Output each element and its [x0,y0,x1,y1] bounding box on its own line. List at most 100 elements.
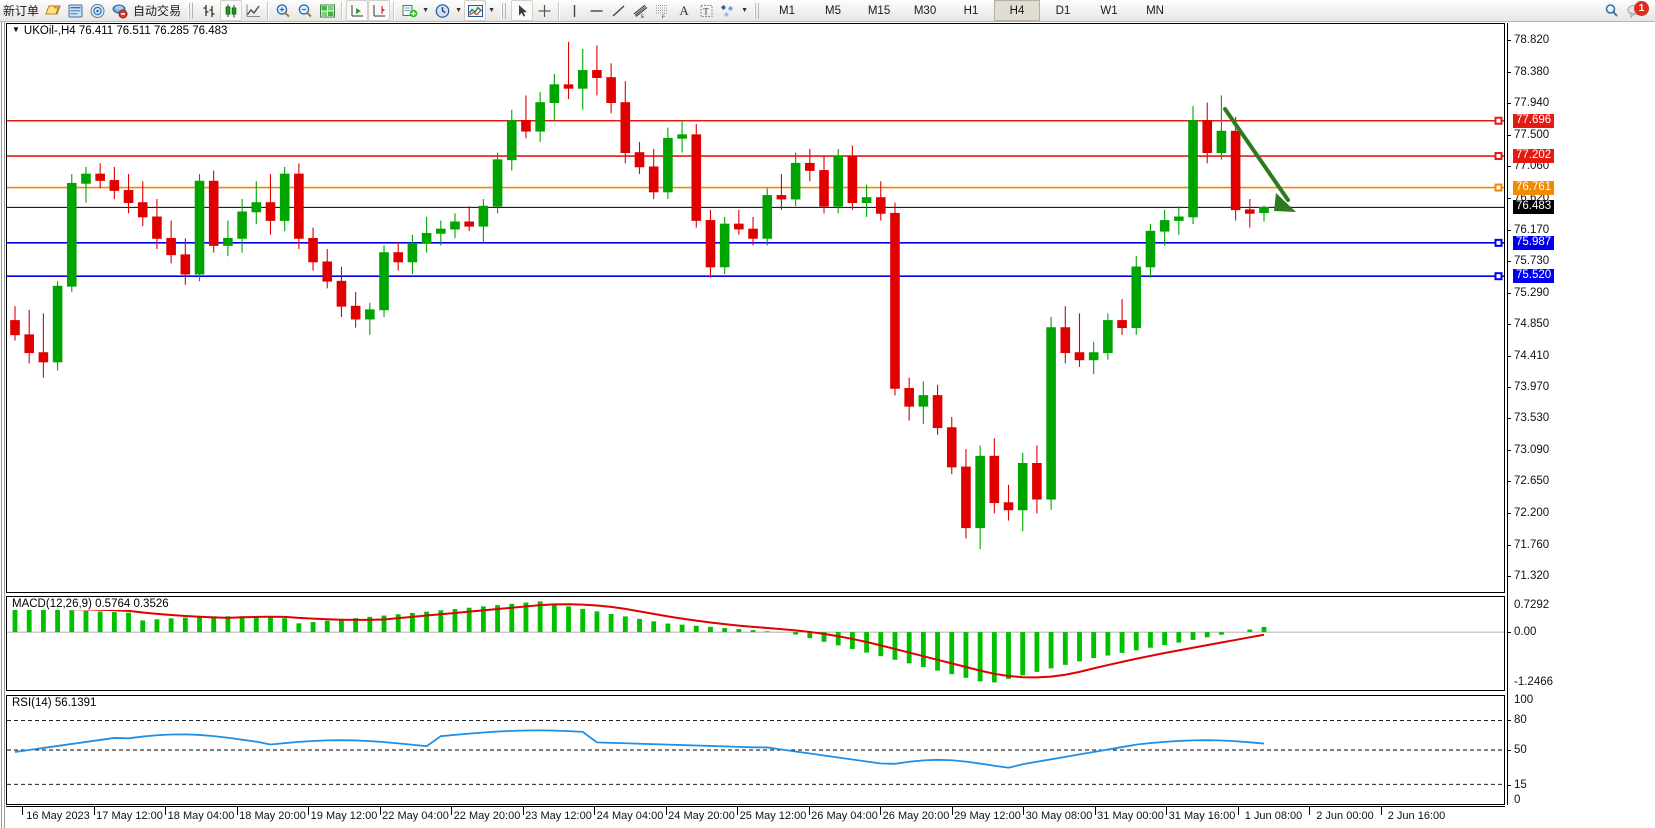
macd-axis-label: 0.7292 [1514,599,1550,611]
price-axis-label: 73.090 [1514,443,1550,456]
toolbar-grip-1[interactable] [188,2,195,19]
text-icon[interactable]: A [679,2,689,18]
trendline-icon[interactable] [607,0,629,21]
folder-icon[interactable] [42,0,64,21]
price-tick [1507,229,1511,231]
templates-dropdown-caret[interactable]: ▼ [488,7,495,14]
candlestick-chart-icon[interactable] [220,0,243,21]
time-axis-label: 1 Jun 08:00 [1244,810,1303,822]
toolbar-grip-2[interactable] [501,2,508,19]
fibonacci-icon[interactable]: F [651,0,673,21]
line-chart-icon[interactable] [242,0,264,21]
time-axis-label: 29 May 12:00 [954,810,1021,822]
price-axis-label: 77.060 [1514,160,1550,173]
time-axis-label: 31 May 00:00 [1097,810,1164,822]
time-axis-label: 26 May 04:00 [811,810,878,822]
time-axis-label: 24 May 04:00 [596,810,664,822]
price-tag-last-price[interactable]: 76.483 [1513,200,1555,215]
price-tag-resistance[interactable]: 77.202 [1513,149,1555,164]
chart-shift-icon[interactable] [368,0,391,21]
notifications-icon[interactable]: 1 [1623,1,1649,20]
equidistant-channel-icon[interactable]: E [629,0,651,21]
indicators-dropdown-caret[interactable]: ▼ [422,7,429,14]
zoom-out-icon[interactable] [294,0,316,21]
new-order-label: 新订单 [3,4,40,18]
data-window-icon[interactable] [64,0,86,21]
macd-pane[interactable]: MACD(12,26,9) 0.5764 0.3526 [6,596,1505,691]
price-tag-pivot[interactable]: 76.761 [1513,180,1555,195]
cursor-icon[interactable] [511,0,534,21]
time-tick [1094,807,1096,815]
autotrading-button[interactable]: 自动交易 [130,1,184,21]
macd-chart-svg [7,601,1504,683]
toolbar-grip-3[interactable] [754,2,761,19]
timeframe-h1[interactable]: H1 [963,4,979,17]
new-order-button[interactable]: 新订单 [0,1,42,21]
bar-chart-icon[interactable] [198,0,220,21]
collapse-triangle-icon[interactable]: ▼ [12,25,20,34]
shapes-icon[interactable] [717,0,739,21]
timeframe-m1[interactable]: M1 [779,4,796,17]
text-label-icon[interactable]: T [695,0,717,21]
price-axis-label: 72.650 [1514,475,1550,488]
price-tag-resistance[interactable]: 77.696 [1513,113,1555,128]
price-tag-support[interactable]: 75.987 [1513,235,1555,250]
price-tag-support[interactable]: 75.520 [1513,269,1555,284]
price-axis-label: 74.850 [1514,318,1550,331]
toolbar-separator-1 [267,1,270,20]
timeframe-m5[interactable]: M5 [825,4,842,17]
timeframe-m15[interactable]: M15 [867,4,891,17]
toolbar-separator-3 [393,1,396,20]
time-axis-label: 2 Jun 00:00 [1316,810,1374,822]
signals-icon[interactable] [86,0,108,21]
tile-windows-icon[interactable] [316,0,338,21]
timeframe-h4[interactable]: H4 [994,0,1041,21]
price-axis-label: 75.290 [1514,286,1550,299]
toolbar-separator-2 [341,1,344,20]
time-axis[interactable]: 16 May 2023 17 May 12:00 18 May 04:00 18 Ma… [6,806,1505,828]
time-axis-label: 24 May 20:00 [668,810,735,822]
timeframe-d1[interactable]: D1 [1055,4,1071,17]
periods-icon[interactable] [431,0,453,21]
rsi-pane[interactable]: RSI(14) 56.1391 [6,695,1505,805]
notification-badge: 1 [1634,1,1649,16]
chart-container: ▼ UKOil-,H4 76.411 76.511 76.285 76.483 M… [0,22,1655,828]
time-axis-label: 26 May 20:00 [882,810,950,822]
crosshair-icon[interactable] [533,0,555,21]
svg-text:F: F [662,14,665,19]
templates-icon[interactable] [464,0,487,21]
time-tick [880,807,882,815]
time-tick [808,807,810,815]
time-tick [1237,807,1239,815]
price-tick [1507,292,1511,294]
price-axis[interactable]: 78.820 78.380 77.940 77.500 77.060 76.620 76.1… [1507,23,1655,806]
vertical-line-icon[interactable] [563,0,585,21]
timeframe-m30[interactable]: M30 [913,4,937,17]
indicators-icon[interactable] [398,0,420,21]
time-tick [22,807,24,815]
periods-dropdown-caret[interactable]: ▼ [455,7,462,14]
timeframe-mn[interactable]: MN [1146,4,1164,17]
price-axis-label: 73.970 [1514,380,1550,393]
svg-text:E: E [641,14,645,19]
shapes-dropdown-caret[interactable]: ▼ [741,7,748,14]
price-pane[interactable]: ▼ UKOil-,H4 76.411 76.511 76.285 76.483 [6,23,1505,593]
autotrading-icon[interactable] [108,0,130,21]
left-rail [0,22,6,828]
zoom-in-icon[interactable] [272,0,294,21]
horizontal-line-icon[interactable] [585,0,607,21]
time-tick [93,807,95,815]
search-icon[interactable] [1601,0,1623,21]
price-axis-label: 73.530 [1514,412,1550,425]
macd-tick [1507,631,1511,633]
time-axis-label: 17 May 12:00 [96,810,163,822]
svg-text:T: T [703,6,709,16]
rsi-tick [1507,720,1511,722]
auto-scroll-icon[interactable] [346,0,369,21]
time-axis-label: 18 May 20:00 [239,810,306,822]
price-axis-label: 72.200 [1514,507,1550,520]
timeframe-w1[interactable]: W1 [1100,4,1118,17]
price-tick [1507,197,1511,199]
time-tick [1166,807,1168,815]
